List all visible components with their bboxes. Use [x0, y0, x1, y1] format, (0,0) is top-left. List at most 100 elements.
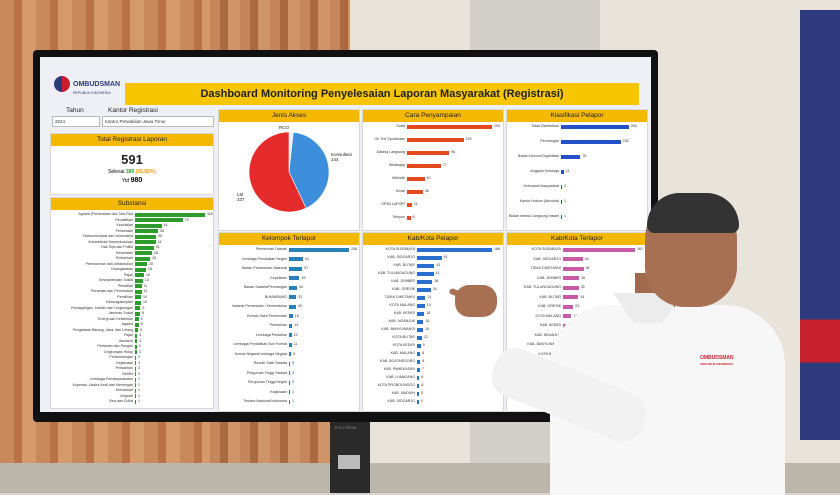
substansi-row: Pertanian dan Pangan 3 [53, 344, 211, 349]
kelompok-terlapor-bar [289, 361, 291, 366]
kabkota-pelapor-value: 16 [425, 319, 430, 323]
kelompok-terlapor-row: Perguruan Tinggi Negeri 2 [221, 380, 357, 385]
pie-label-rco: RCO [279, 125, 289, 130]
substansi-row: Kejaksaan 2 [53, 361, 211, 366]
kelompok-terlapor-value: 57 [304, 266, 309, 270]
substansi-label: Imigrasi [120, 393, 133, 398]
klasifikasi-pelapor-row: Kantor Hukum (Advokat) 1 [509, 199, 645, 204]
kabkota-terlapor-bar [563, 295, 579, 299]
klasifikasi-pelapor-panel: Klasifikasi Pelapor Tidak Disebutkan 264 P… [506, 109, 648, 231]
klasifikasi-pelapor-bar [561, 214, 562, 219]
substansi-row: Kepegawaian 18 [53, 267, 211, 272]
cara-penyampaian-value: 129 [465, 137, 472, 141]
kelompok-terlapor-row: Perguruan Tinggi Swasta 3 [221, 371, 357, 376]
kabkota-pelapor-value: 34 [432, 287, 437, 291]
pie-label-konsultasi-value: 244 [331, 157, 339, 162]
substansi-bar [135, 333, 138, 338]
kelompok-terlapor-label: Pemerintah Daerah [255, 247, 287, 251]
substansi-bar [135, 388, 136, 393]
substansi-row: Telekomunikasi dan Informatika 35 [53, 234, 211, 239]
kelompok-terlapor-row: Kepolisian 45 [221, 276, 357, 281]
substansi-bar [135, 229, 158, 233]
tahun-select[interactable]: 2024 [52, 116, 100, 127]
kabkota-pelapor-bar [417, 319, 424, 324]
kelompok-terlapor-bar [289, 295, 297, 299]
cara-penyampaian-value: 40 [426, 176, 431, 180]
klasifikasi-pelapor-row: Bukan bentuk Langsung Instansi Kuasa 1 [509, 214, 645, 219]
substansi-value: 4 [139, 338, 142, 343]
substansi-value: 79 [184, 217, 189, 222]
substansi-bar [135, 240, 156, 244]
klasifikasi-pelapor-row: Perorangan 232 [509, 139, 645, 144]
kelompok-terlapor-row: BUMN/BUMD 31 [221, 295, 357, 300]
kelompok-terlapor-header: Kelompok Terlapor [219, 233, 359, 245]
substansi-row: Hak Sipil dan Politik 31 [53, 245, 211, 250]
kabkota-pelapor-row: KAB. SIDOARJO 61 [365, 255, 501, 260]
substansi-row: Bea dan Cukai 1 [53, 399, 211, 404]
kelompok-terlapor-label: Perbankan [269, 323, 287, 327]
kelompok-terlapor-value: 2 [292, 380, 294, 384]
kelompok-terlapor-bar [289, 390, 290, 394]
kabkota-pelapor-bar [417, 295, 426, 300]
kelompok-terlapor-value: 1 [292, 389, 294, 394]
substansi-label: Ketenagakerjaan [105, 300, 133, 304]
selesai-line: Selesai 389 (65.82%) [51, 169, 213, 175]
substansi-row: BUMN 2 [53, 372, 211, 377]
substansi-bar [135, 273, 145, 277]
substansi-label: Perbankan [115, 366, 133, 370]
substansi-bar [135, 322, 139, 327]
kabkota-pelapor-bar [417, 375, 420, 380]
substansi-value: 13 [144, 278, 149, 282]
substansi-label: Pertanian dan Pangan [97, 344, 133, 348]
klasifikasi-pelapor-bar [561, 154, 581, 159]
substansi-value: 1 [138, 388, 140, 392]
cara-penyampaian-label: Surat [396, 124, 405, 128]
cara-penyampaian-value: 96 [451, 150, 456, 154]
kelompok-terlapor-value: 16 [294, 313, 299, 318]
cara-penyampaian-bar [407, 202, 412, 207]
kantor-select[interactable]: Kantor Perwakilan Jawa Timur [102, 116, 214, 127]
kabkota-pelapor-bar [417, 271, 434, 276]
kelompok-terlapor-row: Badan Pertanahan Nasional 57 [221, 266, 357, 271]
kabkota-pelapor-label: KOTA MALANG [389, 303, 416, 307]
substansi-bar [135, 366, 137, 371]
kabkota-pelapor-label: KAB. NGANJUK [388, 319, 415, 323]
kabkota-pelapor-value: 21 [427, 295, 432, 299]
pie-slice-lm [248, 131, 307, 213]
substansi-label: Administrasi Kependudukan [88, 239, 133, 244]
shirt-logo: OMBUDSMAN REPUBLIK INDONESIA [700, 355, 734, 367]
total-registrasi-value: 591 [121, 152, 143, 167]
ombudsman-logo: OMBUDSMAN REPUBLIK INDONESIA [54, 73, 120, 95]
substansi-value: 116 [207, 212, 213, 216]
cara-penyampaian-panel: Cara Penyampaian Surat 194 On The Spot/Ata… [362, 109, 504, 231]
kabkota-pelapor-label: KAB. LUMAJANG [386, 375, 415, 379]
ytd-value: 980 [130, 177, 143, 184]
kelompok-terlapor-row: Lembaga Pendidikan Negeri 61 [221, 257, 357, 262]
kabkota-pelapor-row: TIDAK DIKETAHUI 21 [365, 295, 501, 300]
substansi-value: 3 [138, 349, 141, 354]
substansi-value: 6 [140, 322, 143, 326]
kelompok-terlapor-value: 12 [293, 332, 298, 337]
klasifikasi-pelapor-label: Perorangan [540, 139, 559, 143]
substansi-row: Kesehatan 28 [53, 251, 211, 256]
cara-penyampaian-bar [407, 163, 441, 168]
total-registrasi-header: Total Registrasi Laporan [51, 134, 213, 146]
kabkota-pelapor-label: KAB. MADIUN [391, 391, 415, 395]
substansi-row: Pengadaan Barang, Jasa, dan Lelang 5 [53, 328, 211, 333]
jenis-akses-header: Jenis Akses [219, 110, 359, 122]
kabkota-pelapor-row: KAB. GRESIK 34 [365, 287, 501, 292]
kelompok-terlapor-panel: Kelompok Terlapor Pemerintah Daerah 258 Le… [218, 232, 360, 412]
substansi-row: Perdesaan 38 [53, 229, 211, 234]
klasifikasi-pelapor-bar [561, 139, 621, 144]
substansi-bar [135, 311, 140, 316]
substansi-value: 18 [147, 267, 152, 271]
klasifikasi-pelapor-row: Kelompok Masyarakat 2 [509, 184, 645, 189]
pie-label-lm-value: 337 [237, 197, 245, 202]
kelompok-terlapor-label: Komisi Negara/Lembaga Negara [234, 351, 287, 356]
kelompok-terlapor-row: Tentara Nasional Indonesia 1 [221, 399, 357, 404]
substansi-label: Kepegawaian [111, 267, 133, 271]
cara-penyampaian-bar [407, 176, 425, 181]
kabkota-pelapor-row: KOTA KEDIRI 9 [365, 343, 501, 348]
kelompok-terlapor-label: Rumah Sakit Swasta [253, 361, 287, 365]
kabkota-pelapor-value: 15 [425, 327, 430, 331]
